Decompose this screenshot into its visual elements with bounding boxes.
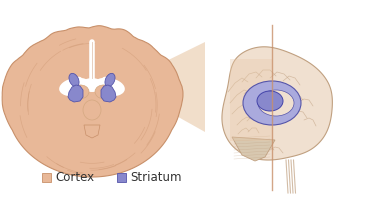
Text: Cortex: Cortex <box>55 171 94 184</box>
Ellipse shape <box>81 78 103 92</box>
Polygon shape <box>2 26 183 177</box>
Polygon shape <box>232 137 275 161</box>
Polygon shape <box>101 85 116 102</box>
Ellipse shape <box>83 100 101 120</box>
Ellipse shape <box>258 90 294 116</box>
Polygon shape <box>148 42 205 132</box>
Ellipse shape <box>95 85 113 99</box>
Ellipse shape <box>105 73 115 87</box>
Text: Striatum: Striatum <box>130 171 182 184</box>
Ellipse shape <box>257 91 283 111</box>
Ellipse shape <box>243 81 301 125</box>
Ellipse shape <box>71 85 89 99</box>
Polygon shape <box>222 47 332 160</box>
FancyBboxPatch shape <box>117 173 126 182</box>
Polygon shape <box>68 85 83 102</box>
Ellipse shape <box>59 78 91 96</box>
Polygon shape <box>84 125 100 138</box>
Polygon shape <box>230 59 272 141</box>
FancyBboxPatch shape <box>42 173 51 182</box>
Ellipse shape <box>102 77 112 83</box>
Ellipse shape <box>69 73 79 87</box>
Ellipse shape <box>93 78 125 96</box>
Ellipse shape <box>72 77 82 83</box>
